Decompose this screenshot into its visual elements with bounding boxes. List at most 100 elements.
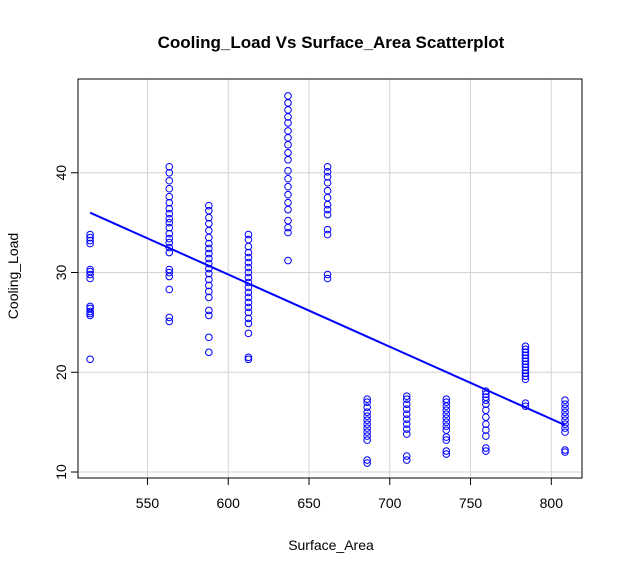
data-point bbox=[205, 293, 213, 302]
data-point bbox=[205, 219, 213, 228]
data-point bbox=[521, 375, 530, 384]
x-tick-label: 750 bbox=[459, 495, 483, 511]
data-point bbox=[363, 456, 371, 464]
grid-lines bbox=[78, 79, 582, 478]
data-point bbox=[482, 393, 490, 402]
data-point bbox=[205, 201, 213, 210]
data-point bbox=[521, 360, 530, 369]
data-point bbox=[442, 426, 451, 434]
y-tick-label: 10 bbox=[53, 464, 69, 480]
data-point bbox=[521, 345, 530, 354]
data-point bbox=[165, 168, 174, 177]
data-point bbox=[561, 408, 569, 416]
data-point bbox=[205, 254, 213, 263]
data-point bbox=[205, 333, 213, 342]
data-point bbox=[284, 182, 292, 191]
data-point bbox=[402, 425, 411, 433]
data-point bbox=[521, 351, 530, 360]
data-point bbox=[323, 186, 332, 195]
data-point bbox=[165, 229, 174, 238]
data-point bbox=[323, 225, 332, 234]
data-point bbox=[165, 218, 174, 227]
data-point bbox=[284, 228, 292, 237]
data-point bbox=[561, 448, 569, 456]
data-point bbox=[402, 392, 411, 401]
x-tick-label: 700 bbox=[378, 495, 402, 511]
data-point bbox=[363, 398, 371, 406]
data-point bbox=[165, 285, 174, 294]
data-point bbox=[244, 288, 253, 297]
data-point bbox=[205, 226, 213, 235]
data-point bbox=[284, 119, 292, 127]
data-point bbox=[442, 436, 451, 444]
data-point bbox=[442, 398, 451, 406]
data-point bbox=[284, 141, 292, 149]
data-point bbox=[363, 432, 371, 440]
chart-title: Cooling_Load Vs Surface_Area Scatterplot bbox=[158, 33, 505, 52]
data-point bbox=[402, 452, 411, 460]
data-point bbox=[205, 249, 213, 258]
data-point bbox=[482, 396, 490, 404]
data-point bbox=[205, 206, 213, 215]
y-axis-title: Cooling_Load bbox=[5, 233, 21, 319]
data-point bbox=[86, 265, 94, 274]
data-point bbox=[165, 238, 174, 247]
fit-line-layer bbox=[89, 211, 566, 427]
data-point bbox=[482, 413, 490, 421]
data-point bbox=[363, 459, 371, 467]
data-point bbox=[323, 193, 332, 202]
data-point bbox=[165, 313, 174, 322]
data-point bbox=[284, 223, 292, 232]
data-point bbox=[205, 311, 213, 320]
axis-ticks: 550 600 650 700 750 800 10 20 30 40 bbox=[53, 165, 563, 511]
plot-frame bbox=[77, 78, 583, 479]
data-point bbox=[86, 239, 94, 248]
data-point bbox=[205, 348, 213, 357]
data-point bbox=[402, 400, 411, 408]
data-point bbox=[363, 420, 371, 428]
data-point bbox=[244, 273, 253, 282]
x-tick-label: 600 bbox=[217, 495, 241, 511]
data-point bbox=[165, 317, 174, 326]
data-point bbox=[165, 176, 174, 185]
data-point bbox=[363, 408, 371, 416]
data-point bbox=[205, 244, 213, 253]
data-point bbox=[402, 395, 411, 403]
data-point bbox=[284, 198, 292, 207]
data-point bbox=[402, 415, 411, 423]
data-point bbox=[284, 92, 292, 100]
data-point bbox=[482, 390, 490, 399]
data-point bbox=[205, 269, 213, 278]
data-point bbox=[402, 430, 411, 438]
data-point bbox=[442, 447, 451, 455]
data-point bbox=[86, 270, 94, 279]
data-point bbox=[323, 200, 332, 209]
data-point bbox=[482, 444, 490, 452]
data-points bbox=[86, 92, 569, 467]
data-point bbox=[165, 223, 174, 232]
data-point bbox=[363, 412, 371, 420]
data-point bbox=[244, 319, 253, 328]
data-point bbox=[284, 134, 292, 142]
data-point bbox=[323, 270, 332, 279]
data-point bbox=[363, 424, 371, 432]
x-tick-label: 650 bbox=[297, 495, 321, 511]
data-point bbox=[86, 267, 94, 276]
data-point bbox=[323, 274, 332, 283]
x-axis-title: Surface_Area bbox=[288, 537, 374, 553]
data-point bbox=[244, 235, 253, 244]
data-point bbox=[86, 355, 94, 364]
data-point bbox=[284, 256, 292, 265]
data-point bbox=[244, 248, 253, 257]
data-point bbox=[402, 456, 411, 464]
data-point bbox=[165, 198, 174, 207]
data-point bbox=[244, 314, 253, 323]
data-point bbox=[165, 265, 174, 274]
data-point bbox=[402, 410, 411, 418]
data-point bbox=[244, 353, 253, 362]
data-point bbox=[165, 268, 174, 277]
data-point bbox=[323, 162, 332, 171]
data-point bbox=[165, 248, 174, 257]
data-point bbox=[244, 293, 253, 302]
data-point bbox=[521, 372, 530, 381]
